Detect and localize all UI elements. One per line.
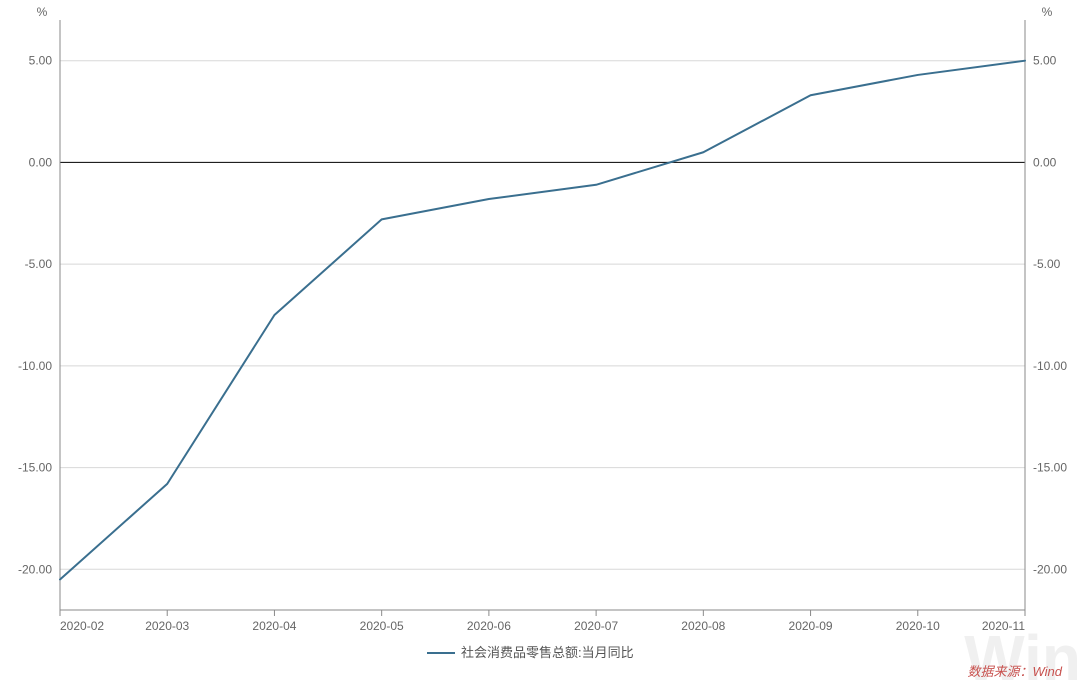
- x-tick-label: 2020-07: [574, 619, 618, 633]
- x-tick-label: 2020-09: [789, 619, 833, 633]
- y-unit-right: %: [1042, 5, 1053, 19]
- y-tick-label-right: -15.00: [1033, 461, 1067, 475]
- y-tick-label-right: -10.00: [1033, 359, 1067, 373]
- x-tick-label: 2020-08: [681, 619, 725, 633]
- y-tick-label-right: 0.00: [1033, 155, 1057, 169]
- y-tick-label-right: -5.00: [1033, 257, 1061, 271]
- x-tick-label: 2020-04: [252, 619, 296, 633]
- x-tick-label: 2020-06: [467, 619, 511, 633]
- y-tick-label-left: -10.00: [18, 359, 52, 373]
- series-line: [60, 61, 1025, 580]
- line-chart: Wind-20.00-20.00-15.00-15.00-10.00-10.00…: [0, 0, 1080, 688]
- x-tick-label: 2020-03: [145, 619, 189, 633]
- y-tick-label-left: -5.00: [25, 257, 53, 271]
- legend-label: 社会消费品零售总额:当月同比: [461, 645, 634, 660]
- y-tick-label-left: 0.00: [29, 155, 53, 169]
- y-tick-label-right: -20.00: [1033, 562, 1067, 576]
- y-tick-label-right: 5.00: [1033, 54, 1057, 68]
- x-tick-label: 2020-10: [896, 619, 940, 633]
- x-tick-label: 2020-05: [360, 619, 404, 633]
- y-tick-label-left: -15.00: [18, 461, 52, 475]
- source-label: 数据来源：Wind: [967, 664, 1062, 679]
- y-tick-label-left: -20.00: [18, 562, 52, 576]
- x-tick-label: 2020-02: [60, 619, 104, 633]
- x-tick-label: 2020-11: [982, 619, 1025, 633]
- y-unit-left: %: [37, 5, 48, 19]
- y-tick-label-left: 5.00: [29, 54, 53, 68]
